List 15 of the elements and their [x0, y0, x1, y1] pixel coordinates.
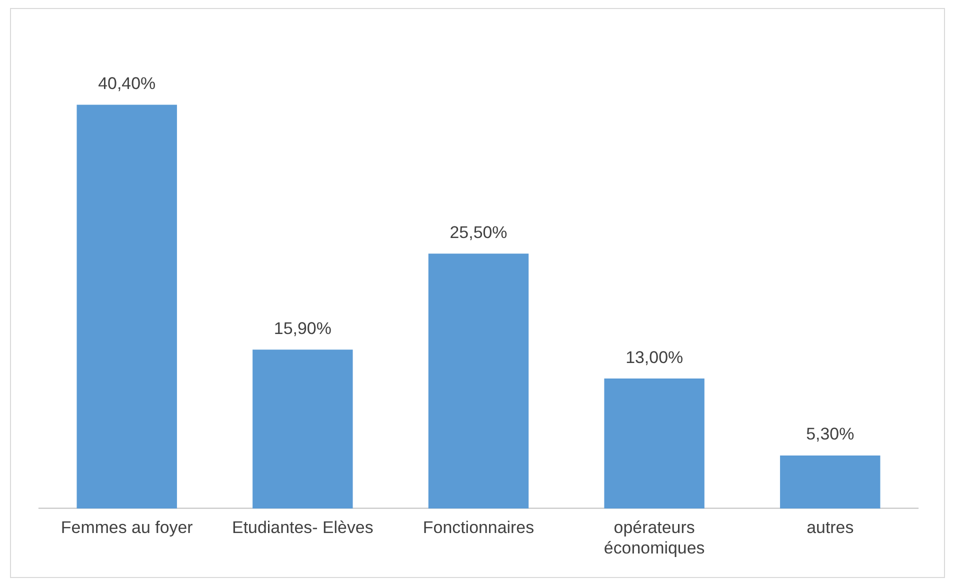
x-tick-label: Femmes au foyer [60, 518, 194, 538]
data-label: 15,90% [274, 318, 332, 338]
x-tick-label: opérateurs économiques [604, 518, 705, 558]
bar [604, 378, 704, 508]
data-label: 13,00% [626, 348, 684, 367]
data-label: 5,30% [806, 424, 854, 444]
data-label: 40,40% [98, 74, 156, 94]
x-tick-label: autres [806, 518, 854, 538]
bar [428, 254, 529, 508]
bar [780, 455, 880, 508]
x-tick-label: Fonctionnaires [422, 518, 534, 538]
data-label: 25,50% [450, 222, 508, 242]
x-tick-label: Etudiantes- Elèves [232, 518, 374, 538]
bar [252, 350, 353, 508]
bar [76, 104, 177, 508]
